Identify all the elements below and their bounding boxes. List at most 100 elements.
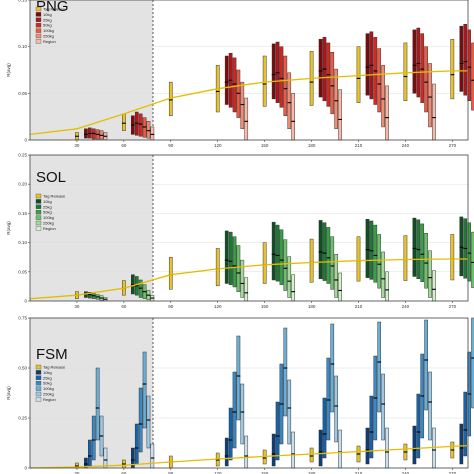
size-box <box>232 57 237 113</box>
size-box <box>236 245 241 292</box>
y-axis-label: R(avg) <box>6 63 11 77</box>
size-box <box>287 379 292 445</box>
legend-swatch <box>35 391 42 397</box>
size-box <box>283 55 288 116</box>
size-box <box>432 270 436 302</box>
legend-label: 10kg <box>43 12 52 17</box>
legend-swatch <box>35 386 42 391</box>
size-box <box>142 351 147 429</box>
size-box <box>385 271 389 302</box>
size-box <box>381 373 385 441</box>
size-box <box>84 128 88 139</box>
size-box <box>424 233 428 289</box>
size-box <box>271 433 276 467</box>
size-box <box>365 219 370 278</box>
size-box <box>271 43 276 100</box>
y-tick-label: 0.05 <box>18 91 27 96</box>
size-box <box>240 81 245 130</box>
size-box <box>420 33 425 103</box>
y-tick-label: 0 <box>24 299 27 304</box>
y-tick-label: 0 <box>24 138 27 143</box>
size-box <box>146 121 151 139</box>
x-tick-label: 270 <box>449 304 457 309</box>
size-box <box>365 33 370 96</box>
y-tick-label: 0.50 <box>18 366 27 371</box>
legend-label: 100kg <box>43 215 54 220</box>
size-box <box>471 317 474 409</box>
size-box <box>287 72 292 130</box>
size-box <box>338 429 342 469</box>
legend-label: 10kg <box>43 199 52 204</box>
size-box <box>138 113 143 137</box>
size-box <box>322 397 327 459</box>
legend-label: 100kg <box>43 28 54 33</box>
size-box <box>291 274 295 302</box>
size-box <box>334 375 338 443</box>
size-box <box>279 46 284 108</box>
size-box <box>416 27 421 98</box>
size-box <box>279 229 284 285</box>
size-box <box>232 371 237 449</box>
yellow-trend-line <box>29 70 468 136</box>
size-box <box>228 407 233 461</box>
yellow-box <box>403 42 408 102</box>
legend-swatch <box>35 220 42 226</box>
size-box <box>287 256 292 298</box>
size-box <box>103 447 108 469</box>
size-box <box>283 239 288 291</box>
panel-frame <box>29 0 469 141</box>
size-box <box>146 395 151 449</box>
panel-png: PNG Tag Release10kg25kg50kg100kg250kgReg… <box>6 0 474 148</box>
legend-label: 50kg <box>43 381 52 386</box>
x-tick-label: 180 <box>308 143 316 148</box>
x-tick-label: 120 <box>214 471 222 474</box>
y-axis: 0 0.05 0.10 0.15 <box>18 0 30 143</box>
size-box <box>467 29 471 102</box>
size-box <box>271 221 276 281</box>
size-box <box>428 63 432 128</box>
x-tick-label: 210 <box>355 304 363 309</box>
size-box <box>334 68 338 130</box>
legend-label: 100kg <box>43 386 54 391</box>
x-tick-label: 60 <box>121 304 127 309</box>
y-axis: 0 0.25 0.50 0.75 <box>18 316 30 471</box>
x-tick-label: 210 <box>355 471 363 474</box>
x-tick-label: 240 <box>402 143 410 148</box>
size-box <box>369 220 374 280</box>
size-box <box>224 230 229 284</box>
size-box <box>330 323 335 413</box>
yellow-box <box>215 248 220 287</box>
size-box <box>224 55 229 105</box>
y-tick-label: 0.05 <box>18 269 27 274</box>
size-box <box>385 85 389 141</box>
legend-swatch <box>35 375 42 380</box>
yellow-box <box>262 242 267 284</box>
size-box <box>412 217 417 277</box>
size-box <box>88 439 92 467</box>
yellow-box <box>262 55 267 107</box>
legend-swatch <box>35 39 42 44</box>
panel-title: FSM <box>36 346 68 363</box>
size-box <box>420 223 425 282</box>
legend-label: 250kg <box>43 34 54 39</box>
size-box <box>318 429 323 467</box>
size-box <box>224 437 229 467</box>
panel-title: PNG <box>36 0 69 15</box>
size-box <box>318 220 323 280</box>
panel-fsm: FSM Tag Release10kg25kg50kg100kg250kgReg… <box>6 316 474 474</box>
yellow-box <box>356 46 361 103</box>
size-box <box>412 29 417 94</box>
legend-swatch <box>35 370 42 375</box>
size-box <box>377 234 382 289</box>
size-box <box>424 319 428 411</box>
size-box <box>416 393 421 459</box>
size-box <box>275 401 280 461</box>
legend-swatch <box>35 226 42 231</box>
size-box <box>338 272 342 302</box>
y-tick-label: 0.15 <box>18 211 27 216</box>
x-tick-label: 120 <box>214 304 222 309</box>
legend-swatch <box>35 364 42 370</box>
x-tick-label: 30 <box>74 143 80 148</box>
